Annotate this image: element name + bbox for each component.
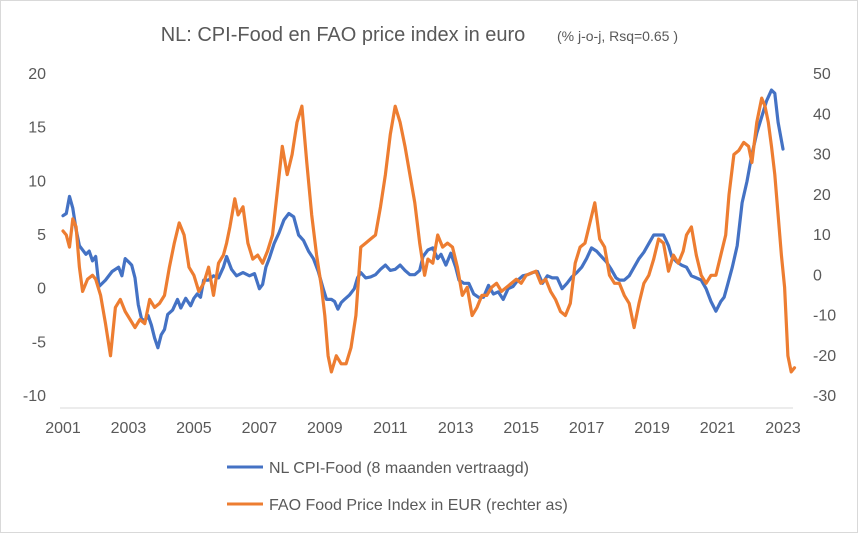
left-tick-label: -5 [32, 334, 46, 351]
x-tick-label: 2017 [569, 420, 605, 437]
legend-label-fao: FAO Food Price Index in EUR (rechter as) [269, 497, 568, 514]
right-tick-label: -10 [813, 308, 836, 325]
right-axis-ticks: 50 40 30 20 10 0 -10 -20 -30 [813, 66, 836, 405]
x-tick-label: 2001 [45, 420, 81, 437]
x-tick-label: 2007 [242, 420, 278, 437]
x-tick-label: 2013 [438, 420, 474, 437]
chart-title: NL: CPI-Food en FAO price index in euro [161, 24, 526, 46]
plot-area [61, 88, 797, 374]
left-tick-label: 10 [28, 173, 46, 190]
x-tick-label: 2009 [307, 420, 343, 437]
series-line-cpi-food [61, 88, 785, 350]
x-tick-label: 2015 [503, 420, 539, 437]
left-tick-label: 20 [28, 66, 46, 83]
legend: NL CPI-Food (8 maanden vertraagd) FAO Fo… [227, 460, 568, 514]
x-tick-label: 2023 [765, 420, 801, 437]
right-tick-label: -20 [813, 348, 836, 365]
left-tick-label: -10 [23, 388, 46, 405]
legend-label-cpi: NL CPI-Food (8 maanden vertraagd) [269, 460, 529, 477]
right-tick-label: 30 [813, 147, 831, 164]
right-tick-label: 20 [813, 187, 831, 204]
right-tick-label: 40 [813, 106, 831, 123]
right-tick-label: -30 [813, 388, 836, 405]
x-tick-label: 2003 [111, 420, 147, 437]
right-tick-label: 10 [813, 227, 831, 244]
right-tick-label: 0 [813, 267, 822, 284]
left-axis-ticks: 20 15 10 5 0 -5 -10 [23, 66, 46, 405]
x-axis-ticks: 2001 2003 2005 2007 2009 2011 2013 2015 2017 2019… [45, 420, 801, 437]
x-tick-label: 2011 [373, 420, 408, 437]
chart-subtitle: (% j-o-j, Rsq=0.65 ) [557, 28, 678, 44]
x-tick-label: 2019 [634, 420, 670, 437]
left-tick-label: 15 [28, 120, 46, 137]
left-tick-label: 5 [37, 227, 46, 244]
x-tick-label: 2021 [700, 420, 736, 437]
x-tick-label: 2005 [176, 420, 212, 437]
left-tick-label: 0 [37, 281, 46, 298]
right-tick-label: 50 [813, 66, 831, 83]
series-line-fao-index [61, 96, 797, 374]
